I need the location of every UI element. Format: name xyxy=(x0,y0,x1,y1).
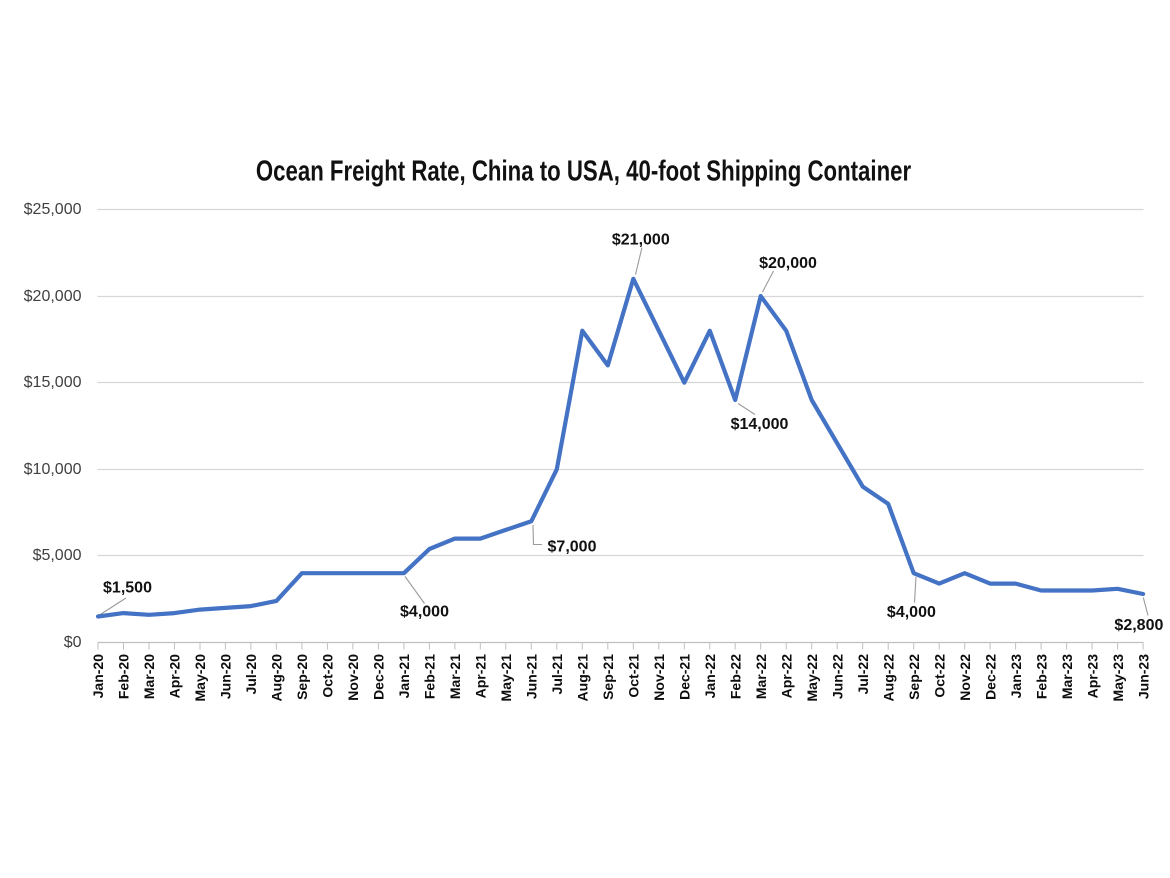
svg-text:Apr-21: Apr-21 xyxy=(473,654,489,699)
svg-text:$20,000: $20,000 xyxy=(759,255,817,272)
svg-text:Sep-21: Sep-21 xyxy=(600,654,616,700)
svg-text:Dec-20: Dec-20 xyxy=(371,654,387,700)
svg-text:Feb-23: Feb-23 xyxy=(1033,654,1049,699)
svg-text:May-22: May-22 xyxy=(804,654,820,702)
svg-text:$15,000: $15,000 xyxy=(24,374,82,391)
svg-text:Aug-20: Aug-20 xyxy=(269,654,285,702)
svg-text:Jan-20: Jan-20 xyxy=(90,654,106,699)
svg-text:Oct-21: Oct-21 xyxy=(626,654,642,698)
svg-text:May-20: May-20 xyxy=(192,654,208,702)
svg-text:Oct-22: Oct-22 xyxy=(931,654,947,698)
svg-text:$1,500: $1,500 xyxy=(103,580,152,597)
svg-text:Apr-23: Apr-23 xyxy=(1084,654,1100,699)
svg-text:$0: $0 xyxy=(64,634,82,651)
svg-text:Jan-22: Jan-22 xyxy=(702,654,718,699)
svg-text:$14,000: $14,000 xyxy=(731,416,789,433)
svg-text:Aug-21: Aug-21 xyxy=(575,654,591,702)
svg-text:$7,000: $7,000 xyxy=(548,539,597,556)
svg-text:Jan-23: Jan-23 xyxy=(1008,654,1024,699)
svg-text:May-23: May-23 xyxy=(1110,654,1126,702)
svg-text:Jun-22: Jun-22 xyxy=(829,654,845,699)
svg-text:Mar-20: Mar-20 xyxy=(141,654,157,699)
svg-text:$4,000: $4,000 xyxy=(400,604,449,621)
svg-text:$21,000: $21,000 xyxy=(612,232,670,249)
svg-text:$10,000: $10,000 xyxy=(24,461,82,478)
svg-text:Nov-20: Nov-20 xyxy=(345,654,361,701)
svg-text:Mar-21: Mar-21 xyxy=(447,654,463,699)
svg-text:Oct-20: Oct-20 xyxy=(320,654,336,698)
svg-text:May-21: May-21 xyxy=(498,654,514,702)
svg-text:Apr-22: Apr-22 xyxy=(778,654,794,699)
svg-text:Jul-20: Jul-20 xyxy=(243,654,259,695)
svg-text:Feb-21: Feb-21 xyxy=(422,654,438,699)
svg-text:$25,000: $25,000 xyxy=(24,201,82,218)
svg-text:Dec-21: Dec-21 xyxy=(677,654,693,700)
svg-text:Apr-20: Apr-20 xyxy=(167,654,183,699)
svg-text:$5,000: $5,000 xyxy=(33,547,82,564)
svg-text:Feb-20: Feb-20 xyxy=(116,654,132,699)
svg-text:Jul-22: Jul-22 xyxy=(855,654,871,695)
svg-text:$20,000: $20,000 xyxy=(24,288,82,305)
svg-text:Mar-23: Mar-23 xyxy=(1059,654,1075,699)
svg-text:Nov-22: Nov-22 xyxy=(957,654,973,701)
svg-text:Jun-20: Jun-20 xyxy=(218,654,234,699)
svg-text:Mar-22: Mar-22 xyxy=(753,654,769,699)
svg-text:Dec-22: Dec-22 xyxy=(982,654,998,700)
svg-text:$2,800: $2,800 xyxy=(1114,617,1163,634)
svg-text:Jul-21: Jul-21 xyxy=(549,654,565,695)
svg-text:Jun-23: Jun-23 xyxy=(1135,654,1151,699)
svg-text:Aug-22: Aug-22 xyxy=(880,654,896,702)
svg-text:Nov-21: Nov-21 xyxy=(651,654,667,701)
svg-text:Feb-22: Feb-22 xyxy=(727,654,743,699)
svg-text:Sep-20: Sep-20 xyxy=(294,654,310,700)
svg-text:Sep-22: Sep-22 xyxy=(906,654,922,700)
svg-text:Jun-21: Jun-21 xyxy=(524,654,540,699)
svg-text:$4,000: $4,000 xyxy=(887,604,936,621)
svg-text:Ocean Freight Rate, China to U: Ocean Freight Rate, China to USA, 40-foo… xyxy=(256,156,911,187)
svg-text:Jan-21: Jan-21 xyxy=(396,654,412,699)
